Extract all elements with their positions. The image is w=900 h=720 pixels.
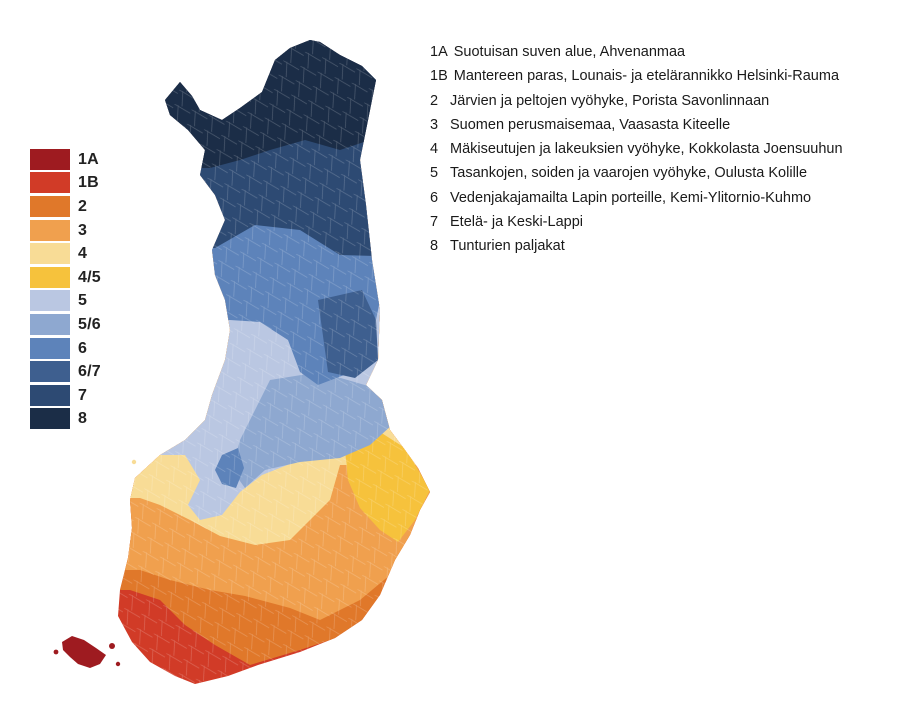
zone-description-item: 1B Mantereen paras, Lounais- ja etelärann… bbox=[430, 64, 843, 88]
legend-label: 5/6 bbox=[78, 315, 101, 333]
legend-label: 3 bbox=[78, 221, 88, 239]
coastal-islet bbox=[233, 355, 239, 361]
legend-swatch bbox=[30, 290, 70, 313]
zone-code: 2 bbox=[430, 92, 439, 109]
legend-swatch bbox=[30, 361, 70, 384]
legend-swatch bbox=[30, 219, 70, 242]
legend-item: 4/5 bbox=[30, 266, 101, 290]
zone-label: Mäkiseutujen ja lakeuksien vyöhyke, Kokk… bbox=[450, 141, 843, 158]
aland-islands bbox=[62, 636, 106, 668]
legend-label: 6 bbox=[78, 339, 88, 357]
legend-swatch bbox=[30, 337, 70, 360]
zone-description-item: 3 Suomen perusmaisemaa, Vaasasta Kiteelle bbox=[430, 113, 843, 137]
legend-swatch bbox=[30, 243, 70, 266]
legend-item: 1A bbox=[30, 148, 101, 172]
legend-label: 1B bbox=[78, 174, 99, 192]
legend-item: 8 bbox=[30, 408, 101, 432]
zone-description-item: 2 Järvien ja peltojen vyöhyke, Porista Sa… bbox=[430, 89, 843, 113]
zone-legend: 1A 1B 2 3 4 4/5 5 5/6 6 6/7 7 8 bbox=[30, 148, 101, 431]
legend-item: 5/6 bbox=[30, 313, 101, 337]
zone-description-item: 5 Tasankojen, soiden ja vaarojen vyöhyke,… bbox=[430, 161, 843, 185]
zone-label: Mantereen paras, Lounais- ja etelärannik… bbox=[453, 68, 840, 85]
zone-descriptions: 1A Suotuisan suven alue, Ahvenanmaa 1B Man… bbox=[430, 40, 843, 259]
legend-label: 5 bbox=[78, 292, 88, 310]
zone-label: Vedenjakajamailta Lapin porteille, Kemi-… bbox=[450, 189, 812, 206]
zone-code: 1B bbox=[430, 68, 448, 85]
legend-label: 6/7 bbox=[78, 363, 101, 381]
zone-description-item: 1A Suotuisan suven alue, Ahvenanmaa bbox=[430, 40, 843, 64]
zone-description-item: 6 Vedenjakajamailta Lapin porteille, Kemi… bbox=[430, 186, 843, 210]
legend-swatch bbox=[30, 408, 70, 431]
zone-code: 8 bbox=[430, 238, 439, 255]
zone-label: Suotuisan suven alue, Ahvenanmaa bbox=[453, 44, 686, 60]
legend-item: 3 bbox=[30, 219, 101, 243]
legend-swatch bbox=[30, 172, 70, 195]
legend-item: 7 bbox=[30, 384, 101, 408]
zone-code: 4 bbox=[430, 141, 439, 158]
zone-code: 7 bbox=[430, 214, 439, 231]
legend-swatch bbox=[30, 384, 70, 407]
zone-label: Tunturien paljakat bbox=[450, 238, 565, 255]
legend-item: 4 bbox=[30, 242, 101, 266]
aland-islet bbox=[115, 661, 121, 667]
legend-label: 8 bbox=[78, 410, 88, 428]
zone-description-item: 8 Tunturien paljakat bbox=[430, 234, 843, 258]
legend-label: 2 bbox=[78, 197, 88, 215]
zone-code: 3 bbox=[430, 116, 439, 133]
legend-label: 7 bbox=[78, 386, 88, 404]
zone-description-item: 4 Mäkiseutujen ja lakeuksien vyöhyke, Kok… bbox=[430, 137, 843, 161]
zone-label: Etelä- ja Keski-Lappi bbox=[450, 214, 583, 231]
legend-swatch bbox=[30, 266, 70, 289]
coastal-islet bbox=[131, 459, 137, 465]
legend-item: 2 bbox=[30, 195, 101, 219]
legend-item: 5 bbox=[30, 290, 101, 314]
zone-label: Tasankojen, soiden ja vaarojen vyöhyke, … bbox=[450, 165, 808, 182]
legend-item: 6 bbox=[30, 337, 101, 361]
zone-code: 1A bbox=[430, 44, 448, 60]
aland-islet bbox=[109, 643, 115, 649]
legend-label: 1A bbox=[78, 150, 99, 168]
zone-description-item: 7 Etelä- ja Keski-Lappi bbox=[430, 210, 843, 234]
legend-item: 6/7 bbox=[30, 360, 101, 384]
legend-swatch bbox=[30, 148, 70, 171]
legend-label: 4 bbox=[78, 245, 88, 263]
legend-label: 4/5 bbox=[78, 268, 101, 286]
zone-code: 6 bbox=[430, 189, 439, 206]
legend-item: 1B bbox=[30, 172, 101, 196]
zone-label: Suomen perusmaisemaa, Vaasasta Kiteelle bbox=[450, 116, 731, 133]
legend-swatch bbox=[30, 313, 70, 336]
aland-islet bbox=[53, 649, 59, 655]
legend-swatch bbox=[30, 195, 70, 218]
zone-label: Järvien ja peltojen vyöhyke, Porista Sav… bbox=[450, 92, 770, 109]
zone-code: 5 bbox=[430, 165, 439, 182]
